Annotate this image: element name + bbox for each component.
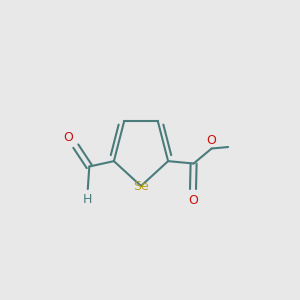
Text: O: O	[188, 194, 198, 207]
Text: O: O	[207, 134, 217, 147]
Text: O: O	[64, 131, 74, 144]
Text: Se: Se	[133, 179, 149, 193]
Text: H: H	[83, 193, 92, 206]
